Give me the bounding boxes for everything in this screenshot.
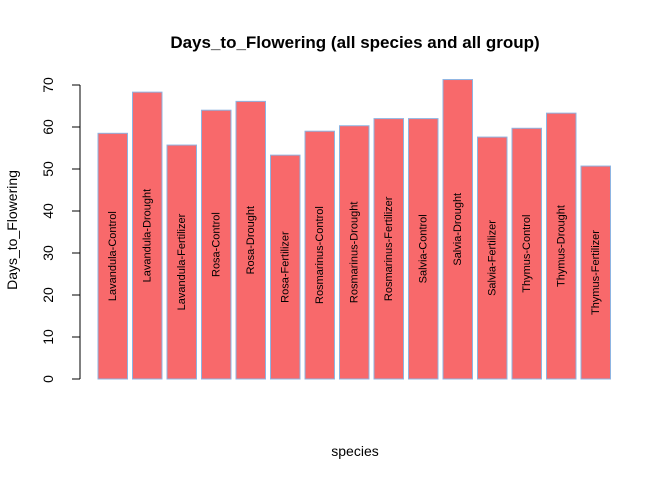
bar-category-label: Lavandula-Control [107,211,119,301]
bar-category-label: Salvia-Drought [452,193,464,266]
y-tick-label: 60 [40,119,56,135]
bar-category-label: Rosmarinus-Drought [348,202,360,303]
bar-category-label: Thymus-Control [521,215,533,293]
bar-category-label: Rosa-Drought [245,206,257,274]
y-tick-label: 50 [40,161,56,177]
bar [270,154,301,380]
bar [442,79,473,380]
bar-category-label: Rosa-Control [210,212,222,277]
bar [408,118,439,380]
bar-category-label: Rosa-Fertilizer [279,231,291,303]
bar [132,91,163,380]
bar [373,118,404,380]
bar [304,130,335,380]
y-tick-label: 20 [40,287,56,303]
y-axis: 0 10 20 30 40 50 60 70 [40,77,81,383]
bar [580,165,611,380]
bar-category-label: Thymus-Fertilizer [590,230,602,315]
bar-category-label: Lavandula-Fertilizer [176,213,188,310]
bar-category-label: Salvia-Fertilizer [486,220,498,296]
y-axis-label: Days_to_Flowering [4,170,20,290]
bar [546,112,577,380]
bar [235,100,266,380]
bar [339,125,370,380]
bar-category-label: Rosmarinus-Fertilizer [383,196,395,301]
x-axis-label: species [331,443,378,459]
bar-category-label: Thymus-Drought [555,205,567,287]
y-tick-label: 70 [40,77,56,93]
y-tick-label: 10 [40,329,56,345]
y-tick-label: 40 [40,203,56,219]
bar [166,144,197,380]
y-tick-label: 0 [40,375,56,383]
bar-category-label: Lavandula-Drought [141,189,153,283]
bars-group: Lavandula-Control Lavandula-Drought Lavand… [97,79,611,380]
y-tick-label: 30 [40,245,56,261]
bar-category-label: Salvia-Control [417,214,429,283]
bar [477,136,508,380]
bar [201,109,232,380]
bar-category-label: Rosmarinus-Control [314,206,326,304]
bar [511,127,542,380]
bar [97,132,128,380]
chart-title: Days_to_Flowering (all species and all g… [170,33,539,52]
